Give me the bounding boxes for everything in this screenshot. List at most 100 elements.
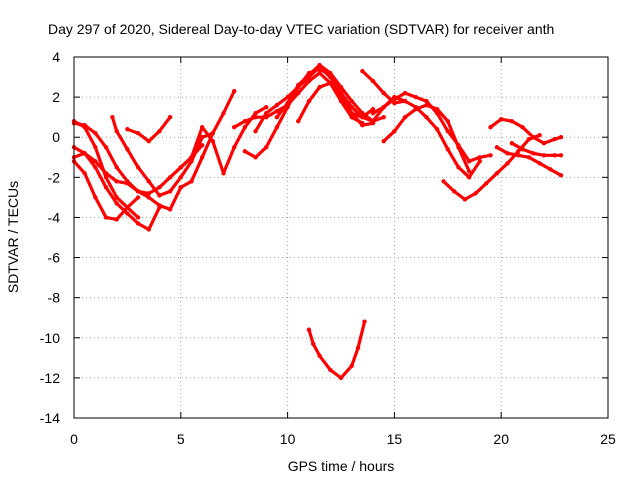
series-track (488, 117, 563, 145)
data-point (424, 114, 429, 120)
data-point (520, 124, 525, 130)
data-point (466, 169, 472, 174)
y-tick-label: -8 (48, 290, 61, 306)
data-point (494, 145, 500, 150)
x-tick-labels: 0 5 10 15 20 25 (70, 431, 616, 447)
data-point (114, 195, 119, 200)
series-track (441, 133, 542, 201)
data-point (232, 88, 237, 94)
data-point (82, 151, 87, 156)
series-track (360, 69, 482, 179)
data-point (157, 193, 162, 198)
data-point (82, 122, 87, 128)
data-point (264, 104, 269, 110)
data-point (199, 155, 205, 160)
series-track (296, 81, 375, 127)
data-point (135, 195, 141, 200)
data-point (488, 153, 493, 158)
data-point (494, 171, 500, 176)
y-tick-label: 4 (52, 49, 60, 65)
data-point (311, 341, 316, 346)
data-point (178, 175, 183, 180)
data-point (103, 175, 109, 180)
data-point (135, 131, 141, 136)
data-point (558, 135, 564, 140)
y-tick-label: -2 (48, 169, 61, 185)
data-point (466, 159, 472, 164)
data-point (232, 124, 237, 130)
data-point (392, 129, 397, 134)
series-track (371, 91, 493, 163)
data-point (360, 114, 365, 120)
data-point (82, 171, 87, 176)
data-point (477, 155, 483, 160)
data-point (402, 90, 408, 96)
data-point (413, 106, 418, 112)
data-point (328, 367, 333, 373)
data-point (306, 327, 312, 332)
grid-layer (74, 57, 608, 418)
data-point (135, 165, 141, 170)
data-point (167, 207, 173, 212)
data-point (157, 185, 162, 190)
x-axis-title: GPS time / hours (288, 458, 395, 474)
data-point (360, 122, 365, 128)
y-tick-label: -4 (48, 209, 61, 225)
data-point (349, 98, 354, 104)
data-point (548, 167, 553, 172)
data-point (253, 114, 258, 120)
data-point (531, 151, 536, 156)
data-point (558, 173, 564, 178)
data-point (199, 143, 205, 148)
data-point (516, 153, 521, 158)
data-point (221, 110, 226, 116)
data-point (135, 221, 141, 226)
data-point (306, 72, 312, 78)
data-point (110, 114, 115, 120)
data-point (146, 227, 151, 232)
data-point (424, 98, 429, 104)
plot-frame (73, 56, 609, 419)
data-point (210, 131, 216, 136)
y-tick-label: -14 (40, 410, 60, 426)
data-point (537, 133, 542, 138)
data-point (189, 155, 194, 160)
data-point (484, 181, 489, 186)
data-point (125, 181, 130, 186)
data-point (210, 139, 216, 144)
data-point (317, 70, 322, 76)
data-point (178, 165, 183, 170)
data-point (125, 205, 130, 210)
data-point (146, 195, 151, 200)
data-point (402, 98, 408, 104)
data-point (114, 179, 119, 184)
data-point (456, 165, 461, 170)
data-point (253, 110, 258, 116)
data-point (274, 114, 280, 120)
data-point (274, 124, 280, 130)
data-point (264, 145, 269, 150)
data-point (509, 118, 515, 124)
data-point (317, 62, 322, 68)
data-point (274, 108, 280, 114)
data-point (103, 185, 109, 190)
data-point (402, 114, 408, 120)
data-point (370, 120, 376, 126)
data-point (103, 215, 109, 220)
data-point (242, 149, 248, 154)
data-point (157, 129, 162, 134)
data-point (296, 82, 301, 88)
data-point (146, 139, 151, 144)
data-point (531, 135, 536, 140)
x-tick-label: 0 (70, 431, 78, 447)
data-point (477, 159, 483, 164)
data-point (516, 149, 521, 154)
x-tick-label: 15 (387, 431, 403, 447)
data-point (317, 84, 322, 90)
data-point (296, 118, 301, 124)
data-point (93, 195, 98, 200)
series-track (125, 115, 172, 143)
data-point (264, 110, 269, 116)
data-point (146, 179, 151, 184)
